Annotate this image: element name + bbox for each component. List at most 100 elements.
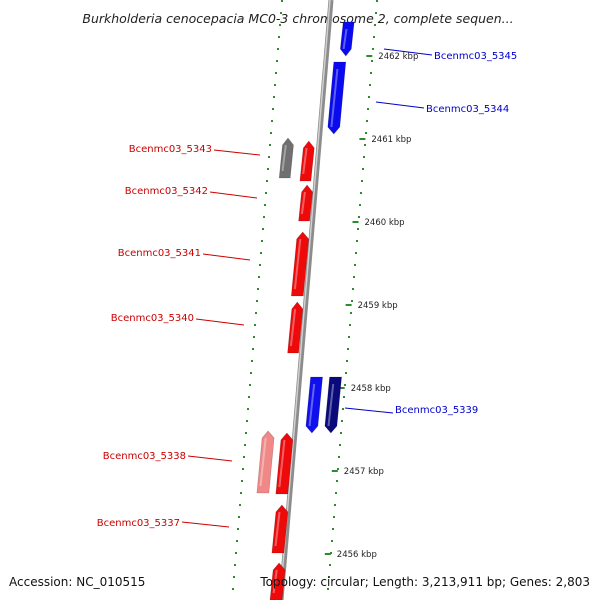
gene-arrow[interactable] (305, 376, 323, 434)
chromosome-backbone-highlight (279, 0, 331, 600)
gene-label-leader (383, 48, 433, 56)
dotted-guides (232, 0, 378, 590)
guide-dot-left (239, 504, 241, 506)
guide-dot-right (356, 240, 358, 242)
gene-arrow[interactable] (299, 140, 315, 182)
guide-dot-left (252, 348, 254, 350)
guide-dot-right (364, 144, 366, 146)
guide-dot-left (237, 528, 239, 530)
guide-dot-left (281, 0, 283, 2)
gene-arrow[interactable] (275, 432, 294, 495)
gene-arrow[interactable] (339, 21, 355, 57)
guide-dot-left (276, 60, 278, 62)
guide-dot-left (275, 72, 277, 74)
gene-arrow[interactable] (287, 301, 304, 354)
guide-dot-left (278, 36, 280, 38)
guide-dot-right (340, 432, 342, 434)
guide-dot-left (250, 372, 252, 374)
guide-dot-left (236, 540, 238, 542)
gene-label[interactable]: Bcenmc03_5342 (125, 186, 208, 197)
guide-dot-left (264, 204, 266, 206)
gene-arrow-shine (281, 144, 287, 172)
gene-label[interactable]: Bcenmc03_5341 (118, 248, 201, 259)
gene-label-leader (213, 149, 261, 156)
guide-dot-right (376, 0, 378, 2)
gene-arrow[interactable] (256, 430, 275, 494)
gene-label[interactable]: Bcenmc03_5340 (111, 313, 194, 324)
gene-arrow-shine (259, 437, 267, 487)
gene-label-leader (195, 318, 245, 326)
guide-dot-left (272, 108, 274, 110)
guide-dot-right (350, 312, 352, 314)
guide-dot-right (348, 336, 350, 338)
guide-dot-right (341, 420, 343, 422)
gene-arrow[interactable] (327, 61, 347, 135)
guide-dot-left (241, 480, 243, 482)
guide-dot-left (279, 24, 281, 26)
gene-label[interactable]: Bcenmc03_5343 (129, 144, 212, 155)
guide-dot-left (256, 300, 258, 302)
tick-label: 2459 kbp (358, 301, 398, 311)
gene-arrow-shine (302, 147, 308, 175)
guide-dot-left (258, 276, 260, 278)
guide-dot-left (235, 552, 237, 554)
guide-dot-right (354, 264, 356, 266)
gene-label-leader (344, 407, 394, 414)
gene-label[interactable]: Bcenmc03_5345 (434, 51, 517, 62)
guide-dot-right (355, 252, 357, 254)
topology-summary: Topology: circular; Length: 3,213,911 bp… (259, 575, 590, 589)
guide-dot-right (347, 348, 349, 350)
tick-label: 2458 kbp (351, 384, 391, 394)
gene-arrow-shine (274, 511, 281, 547)
guide-dot-right (357, 228, 359, 230)
guide-dot-right (370, 72, 372, 74)
gene-arrow[interactable] (298, 184, 313, 222)
guide-dot-left (262, 228, 264, 230)
tick-label: 2457 kbp (344, 467, 384, 477)
guide-dot-left (265, 192, 267, 194)
guide-dot-right (353, 276, 355, 278)
guide-dot-left (263, 216, 265, 218)
guide-dot-right (328, 576, 330, 578)
guide-dot-right (368, 96, 370, 98)
gene-label[interactable]: Bcenmc03_5344 (426, 104, 509, 115)
guide-dot-left (268, 156, 270, 158)
guide-dot-right (360, 192, 362, 194)
guide-dot-left (266, 180, 268, 182)
gene-arrow[interactable] (324, 376, 342, 434)
gene-arrow-shine (330, 68, 339, 128)
guide-dot-right (335, 492, 337, 494)
gene-label-leader (209, 191, 258, 199)
gene-arrow-shine (278, 439, 286, 488)
tick-label: 2461 kbp (371, 135, 411, 145)
guide-dot-left (251, 360, 253, 362)
gene-arrow-shine (293, 238, 302, 290)
gene-label[interactable]: Bcenmc03_5337 (97, 518, 180, 529)
gene-arrow-shine (272, 569, 278, 594)
gene-label-leader (202, 253, 251, 261)
guide-dot-left (242, 468, 244, 470)
gene-arrow[interactable] (269, 562, 286, 600)
gene-arrow-shine (308, 383, 316, 427)
guide-dot-right (372, 48, 374, 50)
gene-arrow[interactable] (271, 504, 289, 554)
guide-dot-right (338, 456, 340, 458)
guide-dot-right (362, 168, 364, 170)
guide-dot-left (259, 264, 261, 266)
guide-dot-right (369, 84, 371, 86)
gene-arrow-shine (300, 191, 306, 215)
accession-text: Accession: NC_010515 (9, 575, 145, 589)
gene-arrow-shine (342, 28, 348, 50)
guide-dot-right (352, 288, 354, 290)
guide-dot-left (255, 312, 257, 314)
tick-label: 2462 kbp (378, 52, 418, 62)
gene-label[interactable]: Bcenmc03_5338 (103, 451, 186, 462)
gene-label[interactable]: Bcenmc03_5339 (395, 405, 478, 416)
gene-arrow[interactable] (278, 137, 294, 179)
guide-dot-right (333, 516, 335, 518)
guide-dot-right (359, 204, 361, 206)
gene-arrow[interactable] (290, 231, 310, 297)
gene-label-leader (181, 521, 230, 528)
guide-dot-right (361, 180, 363, 182)
